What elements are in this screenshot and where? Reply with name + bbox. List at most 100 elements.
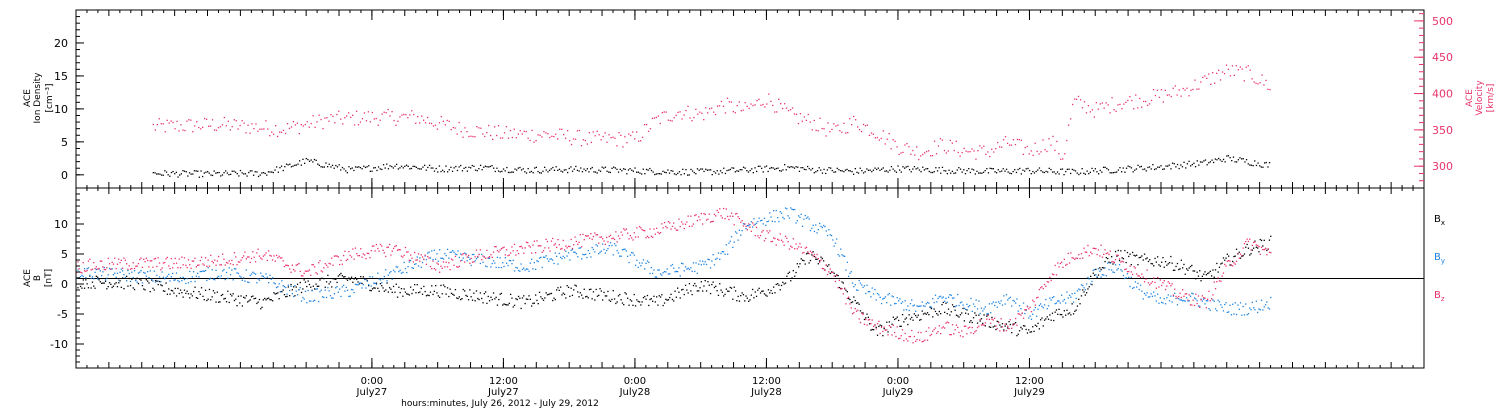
density-point [573, 168, 575, 170]
Bz-point [642, 229, 645, 232]
Bx-point [708, 284, 710, 286]
Bz-point [767, 232, 770, 234]
By-point [1139, 284, 1142, 286]
Bz-point [1129, 265, 1131, 267]
By-point [1153, 291, 1155, 293]
x-tick-date-0: July27 [356, 387, 388, 398]
By-point [240, 276, 242, 278]
Bx-point [283, 294, 286, 296]
Bx-point [261, 306, 263, 308]
By-point [357, 284, 359, 286]
Bz-point [1233, 262, 1235, 264]
Bz-point [1082, 257, 1084, 259]
By-point [604, 252, 606, 254]
Bz-point [1041, 286, 1043, 288]
density-point [982, 171, 985, 173]
density-point [377, 166, 380, 168]
Bx-point [1217, 271, 1219, 273]
density-point [1222, 158, 1225, 161]
By-point [673, 267, 675, 269]
Bx-point [1057, 313, 1059, 315]
velocity-point [352, 114, 354, 116]
Bz-point [874, 324, 876, 326]
By-point [436, 253, 438, 255]
Bz-point [911, 329, 913, 332]
density-point [1236, 161, 1238, 163]
By-point [1058, 300, 1060, 302]
By-point [1250, 309, 1252, 311]
Bx-point [112, 285, 115, 287]
Bx-point [705, 290, 708, 292]
By-point [392, 269, 395, 271]
Bx-point [621, 302, 624, 304]
velocity-point [348, 112, 350, 114]
density-point [1231, 160, 1233, 162]
velocity-point [332, 115, 334, 118]
Bz-point [566, 247, 568, 249]
Bz-point [332, 264, 334, 266]
By-point [198, 276, 200, 278]
density-point [328, 163, 330, 165]
density-point [1144, 168, 1146, 170]
density-point [664, 171, 666, 173]
density-point [200, 170, 202, 172]
Bx-point [752, 288, 754, 291]
Bx-point [537, 303, 539, 305]
Bx-point [582, 297, 584, 299]
density-point [721, 172, 723, 174]
By-point [1071, 293, 1073, 295]
density-point [678, 171, 681, 173]
Bx-point [277, 292, 279, 294]
Bz-point [321, 271, 324, 273]
velocity-point [999, 146, 1001, 148]
velocity-point [527, 137, 529, 139]
density-point [437, 171, 439, 173]
Bz-point [863, 323, 866, 325]
Bx-point [1184, 273, 1186, 275]
density-point [795, 166, 797, 168]
velocity-point [507, 137, 510, 139]
Bx-point [445, 293, 447, 295]
density-point [174, 173, 176, 175]
density-point [381, 168, 383, 171]
density-point [803, 168, 805, 170]
density-point [1084, 173, 1087, 175]
By-point [713, 264, 716, 266]
Bz-point [532, 244, 534, 246]
velocity-point [590, 141, 592, 144]
By-point [415, 263, 417, 265]
Bx-point [144, 289, 146, 291]
Bz-point [646, 235, 649, 237]
By-point [87, 267, 90, 269]
velocity-point [657, 115, 659, 117]
By-point [152, 280, 154, 282]
Bz-point [577, 243, 579, 245]
Bx-point [175, 295, 178, 297]
density-point [1165, 165, 1167, 167]
By-point [887, 294, 889, 296]
Bz-point [603, 240, 605, 242]
Bx-point [634, 305, 637, 307]
Bx-point [699, 287, 701, 289]
Bx-point [871, 328, 873, 331]
Bx-point [994, 325, 996, 327]
By-point [465, 253, 467, 255]
density-point [1140, 165, 1142, 168]
Bx-point [98, 279, 100, 281]
Bx-point [136, 277, 138, 279]
density-point [318, 164, 320, 166]
Bz-point [657, 231, 659, 233]
Bx-point [821, 257, 823, 260]
Bz-point [648, 237, 650, 239]
Bz-point [1134, 267, 1136, 269]
Bx-point [239, 302, 241, 304]
Bz-point [481, 259, 483, 261]
Bx-point [494, 298, 496, 300]
By-point [441, 257, 443, 259]
density-point [555, 166, 557, 168]
density-point [164, 170, 166, 172]
Bz-point [168, 265, 170, 267]
density-point [591, 166, 593, 169]
Bz-point [771, 240, 773, 243]
velocity-axis-label-line-3: [km/s] [1486, 84, 1496, 113]
